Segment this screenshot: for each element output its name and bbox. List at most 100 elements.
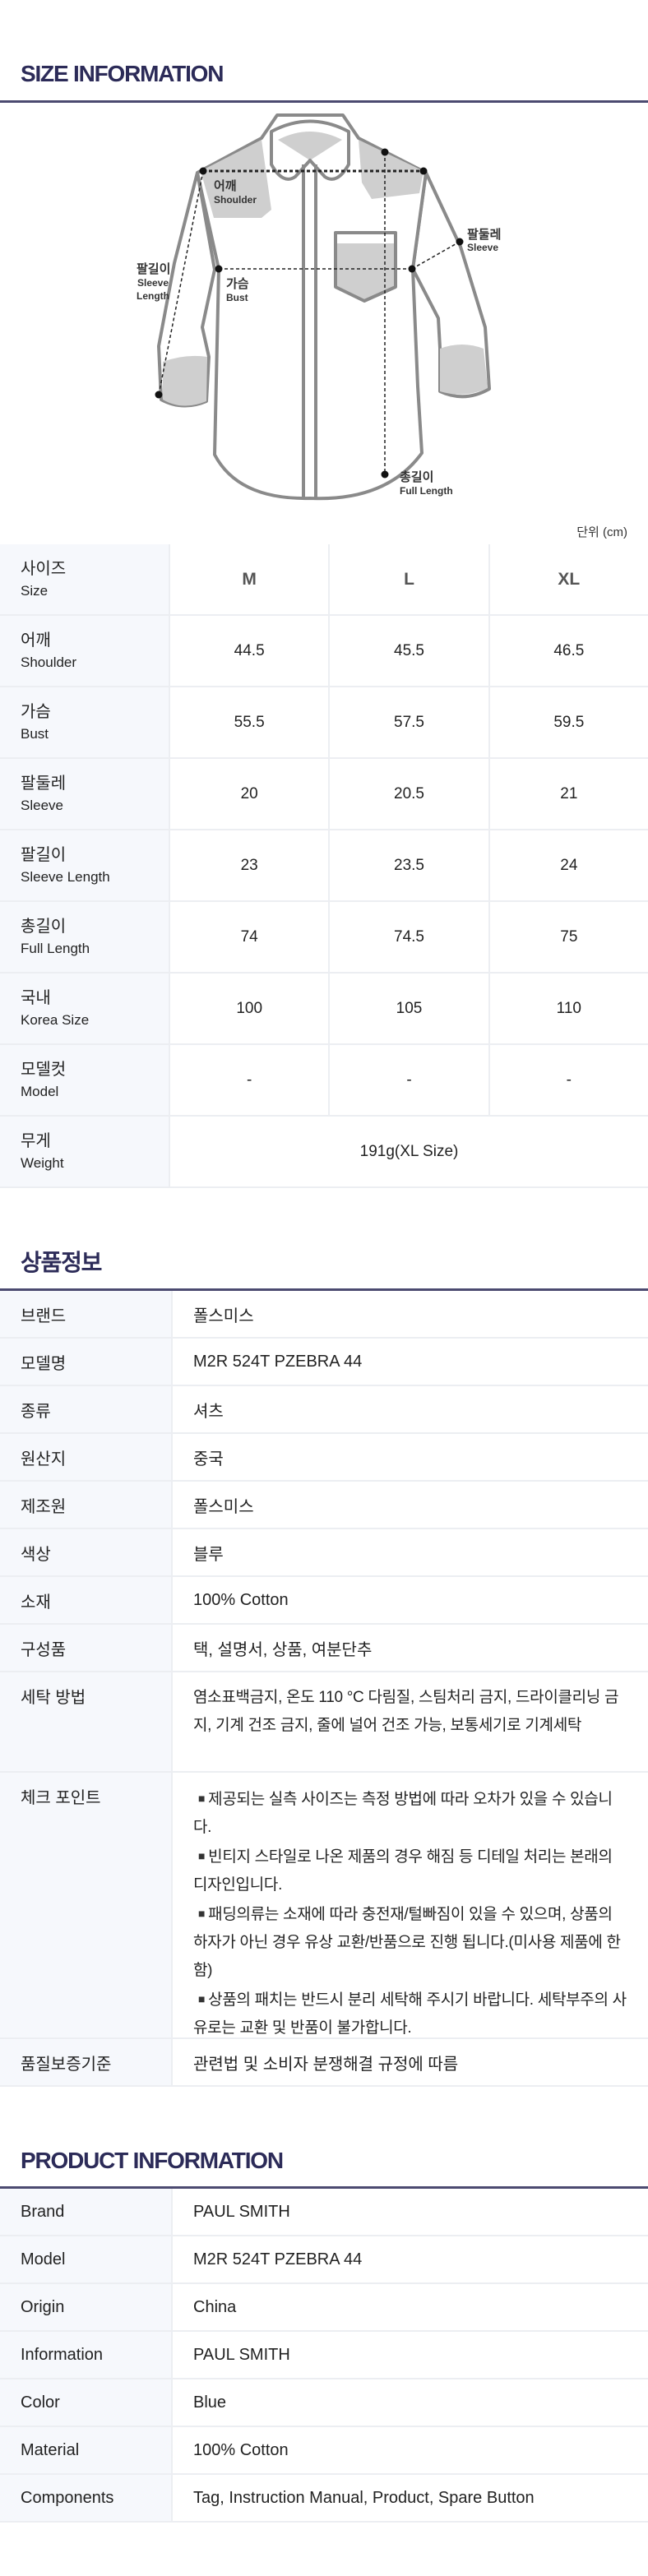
info-row: Model M2R 524T PZEBRA 44	[0, 2236, 648, 2284]
size-table-row: 팔길이 Sleeve Length 23 23.5 24	[0, 830, 648, 902]
size-value: -	[170, 1045, 331, 1115]
info-value: Blue	[193, 2393, 227, 2412]
row-label: 어깨 Shoulder	[0, 616, 170, 686]
size-column-header: XL	[558, 569, 581, 589]
row-label-en: Korea Size	[21, 1011, 90, 1028]
unit-label: 단위 (cm)	[576, 525, 627, 539]
size-value: 21	[560, 784, 578, 802]
size-value: 20.5	[330, 759, 490, 829]
info-label: Model	[0, 2236, 173, 2282]
check-point-item: ■ 패딩의류는 소재에 따라 충전재/털빠짐이 있을 수 있으며, 상품의 하자가…	[193, 1899, 627, 1985]
product-information-title: PRODUCT INFORMATION	[21, 2148, 284, 2173]
size-column-header: L	[330, 544, 490, 614]
check-point-text: 빈티지 스타일로 나온 제품의 경우 해짐 등 디테일 처리는 본래의 디자인입…	[193, 1848, 613, 1894]
product-info-ko-table: 브랜드 폴스미스 모델명 M2R 524T PZEBRA 44 종류 셔츠 원산지 중국 제조원…	[0, 1291, 648, 2087]
info-label: 모델명	[0, 1339, 173, 1385]
row-label-ko: 팔둘레	[21, 774, 67, 793]
info-label: 색상	[0, 1529, 173, 1575]
size-value: 59.5	[553, 713, 585, 731]
info-label: 제조원	[0, 1482, 173, 1528]
info-row: Material 100% Cotton	[0, 2427, 648, 2475]
row-label-en: Bust	[21, 725, 49, 742]
info-label: 소재	[0, 1577, 173, 1623]
row-label-en: Model	[21, 1083, 59, 1099]
check-point-text: 제공되는 실측 사이즈는 측정 방법에 따라 오차가 있을 수 있습니다.	[193, 1791, 613, 1836]
info-row: Components Tag, Instruction Manual, Produ…	[0, 2475, 648, 2523]
sleeve-length-label-en: Length	[137, 290, 169, 302]
info-value: 100% Cotton	[193, 2440, 289, 2459]
row-label-en: Weight	[21, 1154, 64, 1171]
row-label: 모델컷 Model	[0, 1045, 170, 1115]
sleeve-label-en: Sleeve	[467, 242, 498, 253]
info-value: 염소표백금지, 온도 110 °C 다림질, 스팀처리 금지, 드라이클리닝 금…	[193, 1689, 619, 1734]
square-bullet-icon: ■	[198, 1907, 206, 1920]
sleeve-point	[456, 238, 464, 246]
info-label: Components	[0, 2475, 173, 2521]
size-table-row: 어깨 Shoulder 44.5 45.5 46.5	[0, 616, 648, 687]
hem-point	[381, 470, 389, 479]
row-label-ko: 모델컷	[21, 1060, 67, 1079]
size-value: 55.5	[170, 687, 331, 757]
info-value: China	[193, 2297, 237, 2316]
info-value: 100% Cotton	[193, 1590, 289, 1609]
square-bullet-icon: ■	[198, 1849, 206, 1862]
info-label: Origin	[0, 2284, 173, 2330]
info-value: Tag, Instruction Manual, Product, Spare …	[193, 2488, 535, 2507]
info-value: M2R 524T PZEBRA 44	[193, 1352, 363, 1371]
row-label-ko: 가슴	[21, 702, 51, 721]
info-row: Origin China	[0, 2284, 648, 2332]
row-label: 국내 Korea Size	[0, 974, 170, 1043]
size-value: 74	[170, 902, 331, 972]
bust-label-en: Bust	[226, 292, 248, 303]
info-value: PAUL SMITH	[193, 2202, 290, 2221]
pocket-fill	[337, 243, 394, 300]
size-table-row: 총길이 Full Length 74 74.5 75	[0, 902, 648, 974]
check-point-item: ■ 제공되는 실측 사이즈는 측정 방법에 따라 오차가 있을 수 있습니다.	[193, 1784, 627, 1842]
info-value: 관련법 및 소비자 분쟁해결 규정에 따름	[193, 2055, 459, 2074]
size-value: 45.5	[330, 616, 490, 686]
size-column-header: M	[170, 544, 331, 614]
full-length-label-ko: 총길이	[400, 470, 433, 484]
shoulder-left-point	[199, 167, 207, 175]
neck-point	[381, 148, 389, 156]
info-value: 폴스미스	[193, 1306, 254, 1325]
row-label-en: Full Length	[21, 940, 90, 956]
full-length-label-en: Full Length	[400, 485, 453, 497]
info-label: 구성품	[0, 1625, 173, 1671]
size-value: 100	[170, 974, 331, 1043]
info-label: 세탁 방법	[0, 1672, 173, 1771]
info-row: 원산지 중국	[0, 1434, 648, 1482]
info-row: 모델명 M2R 524T PZEBRA 44	[0, 1339, 648, 1386]
info-row: 소재 100% Cotton	[0, 1577, 648, 1625]
placket	[302, 164, 317, 498]
weight-row: 무게 Weight 191g(XL Size)	[0, 1117, 648, 1188]
row-label: 팔길이 Sleeve Length	[0, 830, 170, 900]
info-row: Color Blue	[0, 2379, 648, 2427]
right-yoke	[359, 140, 424, 199]
info-label: Color	[0, 2379, 173, 2426]
size-value: 75	[560, 927, 578, 946]
row-label-en: Sleeve	[21, 797, 63, 813]
weight-value: 191g(XL Size)	[359, 1142, 459, 1160]
size-value: 110	[556, 999, 581, 1017]
size-value: 23	[170, 830, 331, 900]
collar	[270, 119, 350, 181]
title-divider	[0, 1288, 648, 1291]
sleeve-length-measure-line	[158, 170, 204, 395]
row-label-ko: 무게	[21, 1131, 51, 1150]
info-label: Information	[0, 2332, 173, 2378]
row-label: 총길이 Full Length	[0, 902, 170, 972]
sleeve-label-ko: 팔둘레	[467, 227, 501, 242]
info-value: 블루	[193, 1545, 224, 1564]
size-header-row: 사이즈 Size M L XL	[0, 544, 648, 616]
square-bullet-icon: ■	[198, 1792, 206, 1805]
info-row: 제조원 폴스미스	[0, 1482, 648, 1529]
size-value: 23.5	[330, 830, 490, 900]
sleeve-length-label-en: Sleeve	[137, 277, 169, 289]
info-row: Brand PAUL SMITH	[0, 2189, 648, 2236]
info-row: 브랜드 폴스미스	[0, 1291, 648, 1339]
info-value: M2R 524T PZEBRA 44	[193, 2250, 363, 2268]
size-value: 20	[170, 759, 331, 829]
check-point-text: 패딩의류는 소재에 따라 충전재/털빠짐이 있을 수 있으며, 상품의 하자가 …	[193, 1906, 621, 1979]
info-row: 구성품 택, 설명서, 상품, 여분단추	[0, 1625, 648, 1672]
